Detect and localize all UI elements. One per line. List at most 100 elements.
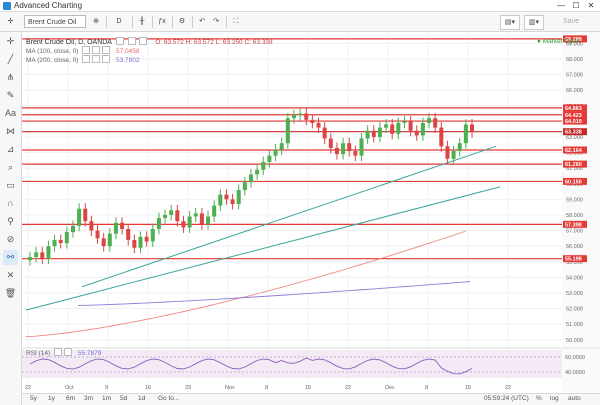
candle-body bbox=[138, 236, 143, 248]
candle-body bbox=[95, 230, 100, 239]
compare-add-icon[interactable]: ⊕ bbox=[93, 18, 99, 25]
text-tool-icon[interactable]: Aa bbox=[4, 108, 16, 118]
rsi-tick-label: 40.0000 bbox=[565, 370, 585, 376]
candle-body bbox=[169, 210, 174, 215]
save-button[interactable]: Save bbox=[563, 18, 579, 25]
candle-body bbox=[451, 151, 456, 159]
layout-select[interactable]: ▤▾ bbox=[500, 15, 520, 30]
settings-toggle[interactable] bbox=[127, 37, 136, 45]
hide-drawings-icon[interactable]: ⊘ bbox=[6, 234, 15, 244]
ma100-eye[interactable] bbox=[82, 46, 91, 54]
y-tick-label: 62.000 bbox=[566, 151, 583, 157]
maximize-button[interactable]: ☐ bbox=[572, 1, 580, 10]
ma200-settings[interactable] bbox=[92, 55, 101, 63]
drawing-tools-sidebar: ✛ ╱ ⋔ ✎ Aa ⋈ ⊿ ⌕ ▭ ∩ ⚲ ⊘ ⚯ ✕ 🗑 bbox=[0, 32, 22, 405]
visibility-toggle[interactable] bbox=[115, 37, 124, 45]
timestamp: 05:59:24 (UTC) bbox=[484, 395, 529, 402]
y-tick-label: 68.000 bbox=[566, 57, 583, 63]
pattern-icon[interactable]: ⋈ bbox=[6, 126, 15, 136]
remove-drawings-icon[interactable]: ✕ bbox=[6, 270, 15, 280]
candle-body bbox=[341, 143, 346, 155]
ma200-legend: MA (200, close, 0) 53.7802 bbox=[26, 55, 140, 64]
rsi-eye[interactable] bbox=[54, 348, 63, 356]
candle-body bbox=[334, 147, 339, 155]
price-tag bbox=[563, 146, 587, 154]
period-5d[interactable]: 5d bbox=[120, 395, 128, 402]
prediction-icon[interactable]: ⊿ bbox=[6, 144, 15, 154]
link-icon[interactable]: ⚯ bbox=[3, 250, 18, 265]
period-3m[interactable]: 3m bbox=[84, 395, 94, 402]
candle-body bbox=[218, 194, 223, 206]
bar-style-icon[interactable]: ╫ bbox=[139, 18, 145, 25]
period-6m[interactable]: 6m bbox=[66, 395, 76, 402]
candle-body bbox=[310, 119, 315, 123]
price-chart[interactable]: 69.00068.00067.00066.00065.00064.00063.0… bbox=[22, 32, 600, 393]
period-1y[interactable]: 1y bbox=[48, 395, 55, 402]
candle-body bbox=[359, 138, 364, 156]
zoom-icon[interactable]: ⌕ bbox=[7, 162, 14, 172]
candle-body bbox=[445, 146, 450, 159]
remove-toggle[interactable] bbox=[139, 37, 148, 45]
candle-body bbox=[70, 225, 75, 233]
period-5y[interactable]: 5y bbox=[30, 395, 37, 402]
ma100-remove[interactable] bbox=[102, 46, 111, 54]
chart-area[interactable]: 69.00068.00067.00066.00065.00064.00063.0… bbox=[22, 32, 600, 405]
minimize-button[interactable]: — bbox=[557, 1, 565, 10]
indicators-icon[interactable]: ƒx bbox=[158, 18, 166, 25]
interval-select[interactable]: D bbox=[116, 18, 122, 25]
undo-icon[interactable]: ↶ bbox=[199, 18, 205, 25]
candle-body bbox=[365, 130, 370, 139]
price-tag bbox=[563, 104, 587, 112]
period-1d[interactable]: 1d bbox=[138, 395, 146, 402]
chart-header: Brent Crude Oil, D, OANDA O: 63.572 H: 6… bbox=[26, 37, 273, 46]
y-tick-label: 67.000 bbox=[566, 73, 583, 79]
auto-toggle[interactable]: auto bbox=[568, 395, 581, 402]
x-tick-label: 9 bbox=[105, 385, 108, 391]
candle-body bbox=[347, 143, 352, 151]
redo-icon[interactable]: ↷ bbox=[213, 18, 219, 25]
candle-body bbox=[377, 127, 382, 137]
percent-toggle[interactable]: % bbox=[536, 395, 542, 402]
candle-body bbox=[408, 121, 413, 131]
price-tag-label: 62.164 bbox=[565, 148, 583, 154]
gear-icon[interactable]: ⚙ bbox=[178, 18, 186, 25]
x-tick-label: 15 bbox=[465, 385, 471, 391]
candle-body bbox=[328, 138, 333, 148]
y-tick-label: 59.000 bbox=[566, 197, 583, 203]
symbol-search-input[interactable]: Brent Crude Oil bbox=[24, 15, 86, 28]
candle-body bbox=[279, 143, 284, 150]
crosshair-icon[interactable]: ✛ bbox=[7, 18, 14, 25]
trash-icon[interactable]: 🗑 bbox=[4, 288, 17, 298]
pitchfork-icon[interactable]: ⋔ bbox=[6, 72, 15, 82]
candle-body bbox=[371, 130, 376, 137]
candle-body bbox=[384, 124, 389, 128]
candle-body bbox=[113, 222, 118, 234]
ma200-eye[interactable] bbox=[82, 55, 91, 63]
cursor-cross-icon[interactable]: ✛ bbox=[6, 36, 15, 46]
x-tick-label: Dec bbox=[385, 385, 395, 391]
close-button[interactable]: ✕ bbox=[587, 1, 595, 10]
magnet-icon[interactable]: ∩ bbox=[7, 198, 14, 208]
template-select[interactable]: ▥▾ bbox=[524, 15, 544, 30]
price-tag bbox=[563, 220, 587, 228]
candle-body bbox=[463, 124, 468, 144]
window-titlebar: Advanced Charting — ☐ ✕ bbox=[0, 0, 600, 12]
ma100-settings[interactable] bbox=[92, 46, 101, 54]
candle-body bbox=[101, 238, 106, 247]
rsi-settings[interactable] bbox=[64, 348, 73, 356]
log-toggle[interactable]: log bbox=[550, 395, 559, 402]
candle-body bbox=[242, 182, 247, 190]
fullscreen-icon[interactable]: ⛶ bbox=[233, 18, 239, 25]
trend-line-icon[interactable]: ╱ bbox=[7, 54, 14, 64]
brush-icon[interactable]: ✎ bbox=[6, 90, 15, 100]
measure-icon[interactable]: ▭ bbox=[6, 180, 15, 190]
lock-icon[interactable]: ⚲ bbox=[7, 216, 14, 226]
candle-body bbox=[273, 149, 278, 156]
period-1m[interactable]: 1m bbox=[102, 395, 112, 402]
goto-date[interactable]: Go to... bbox=[158, 395, 180, 402]
ma200-remove[interactable] bbox=[102, 55, 111, 63]
candle-body bbox=[193, 213, 198, 217]
y-tick-label: 56.000 bbox=[566, 244, 583, 250]
candle-body bbox=[457, 143, 462, 151]
candle-body bbox=[83, 208, 88, 222]
